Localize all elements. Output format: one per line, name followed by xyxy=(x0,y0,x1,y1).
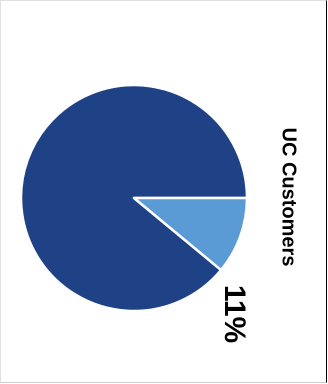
data-label-slice-2: 11% xyxy=(218,285,251,343)
pie-slices xyxy=(19,83,249,313)
chart-title: UC Customers xyxy=(278,128,300,267)
pie-slice-2 xyxy=(132,196,249,272)
